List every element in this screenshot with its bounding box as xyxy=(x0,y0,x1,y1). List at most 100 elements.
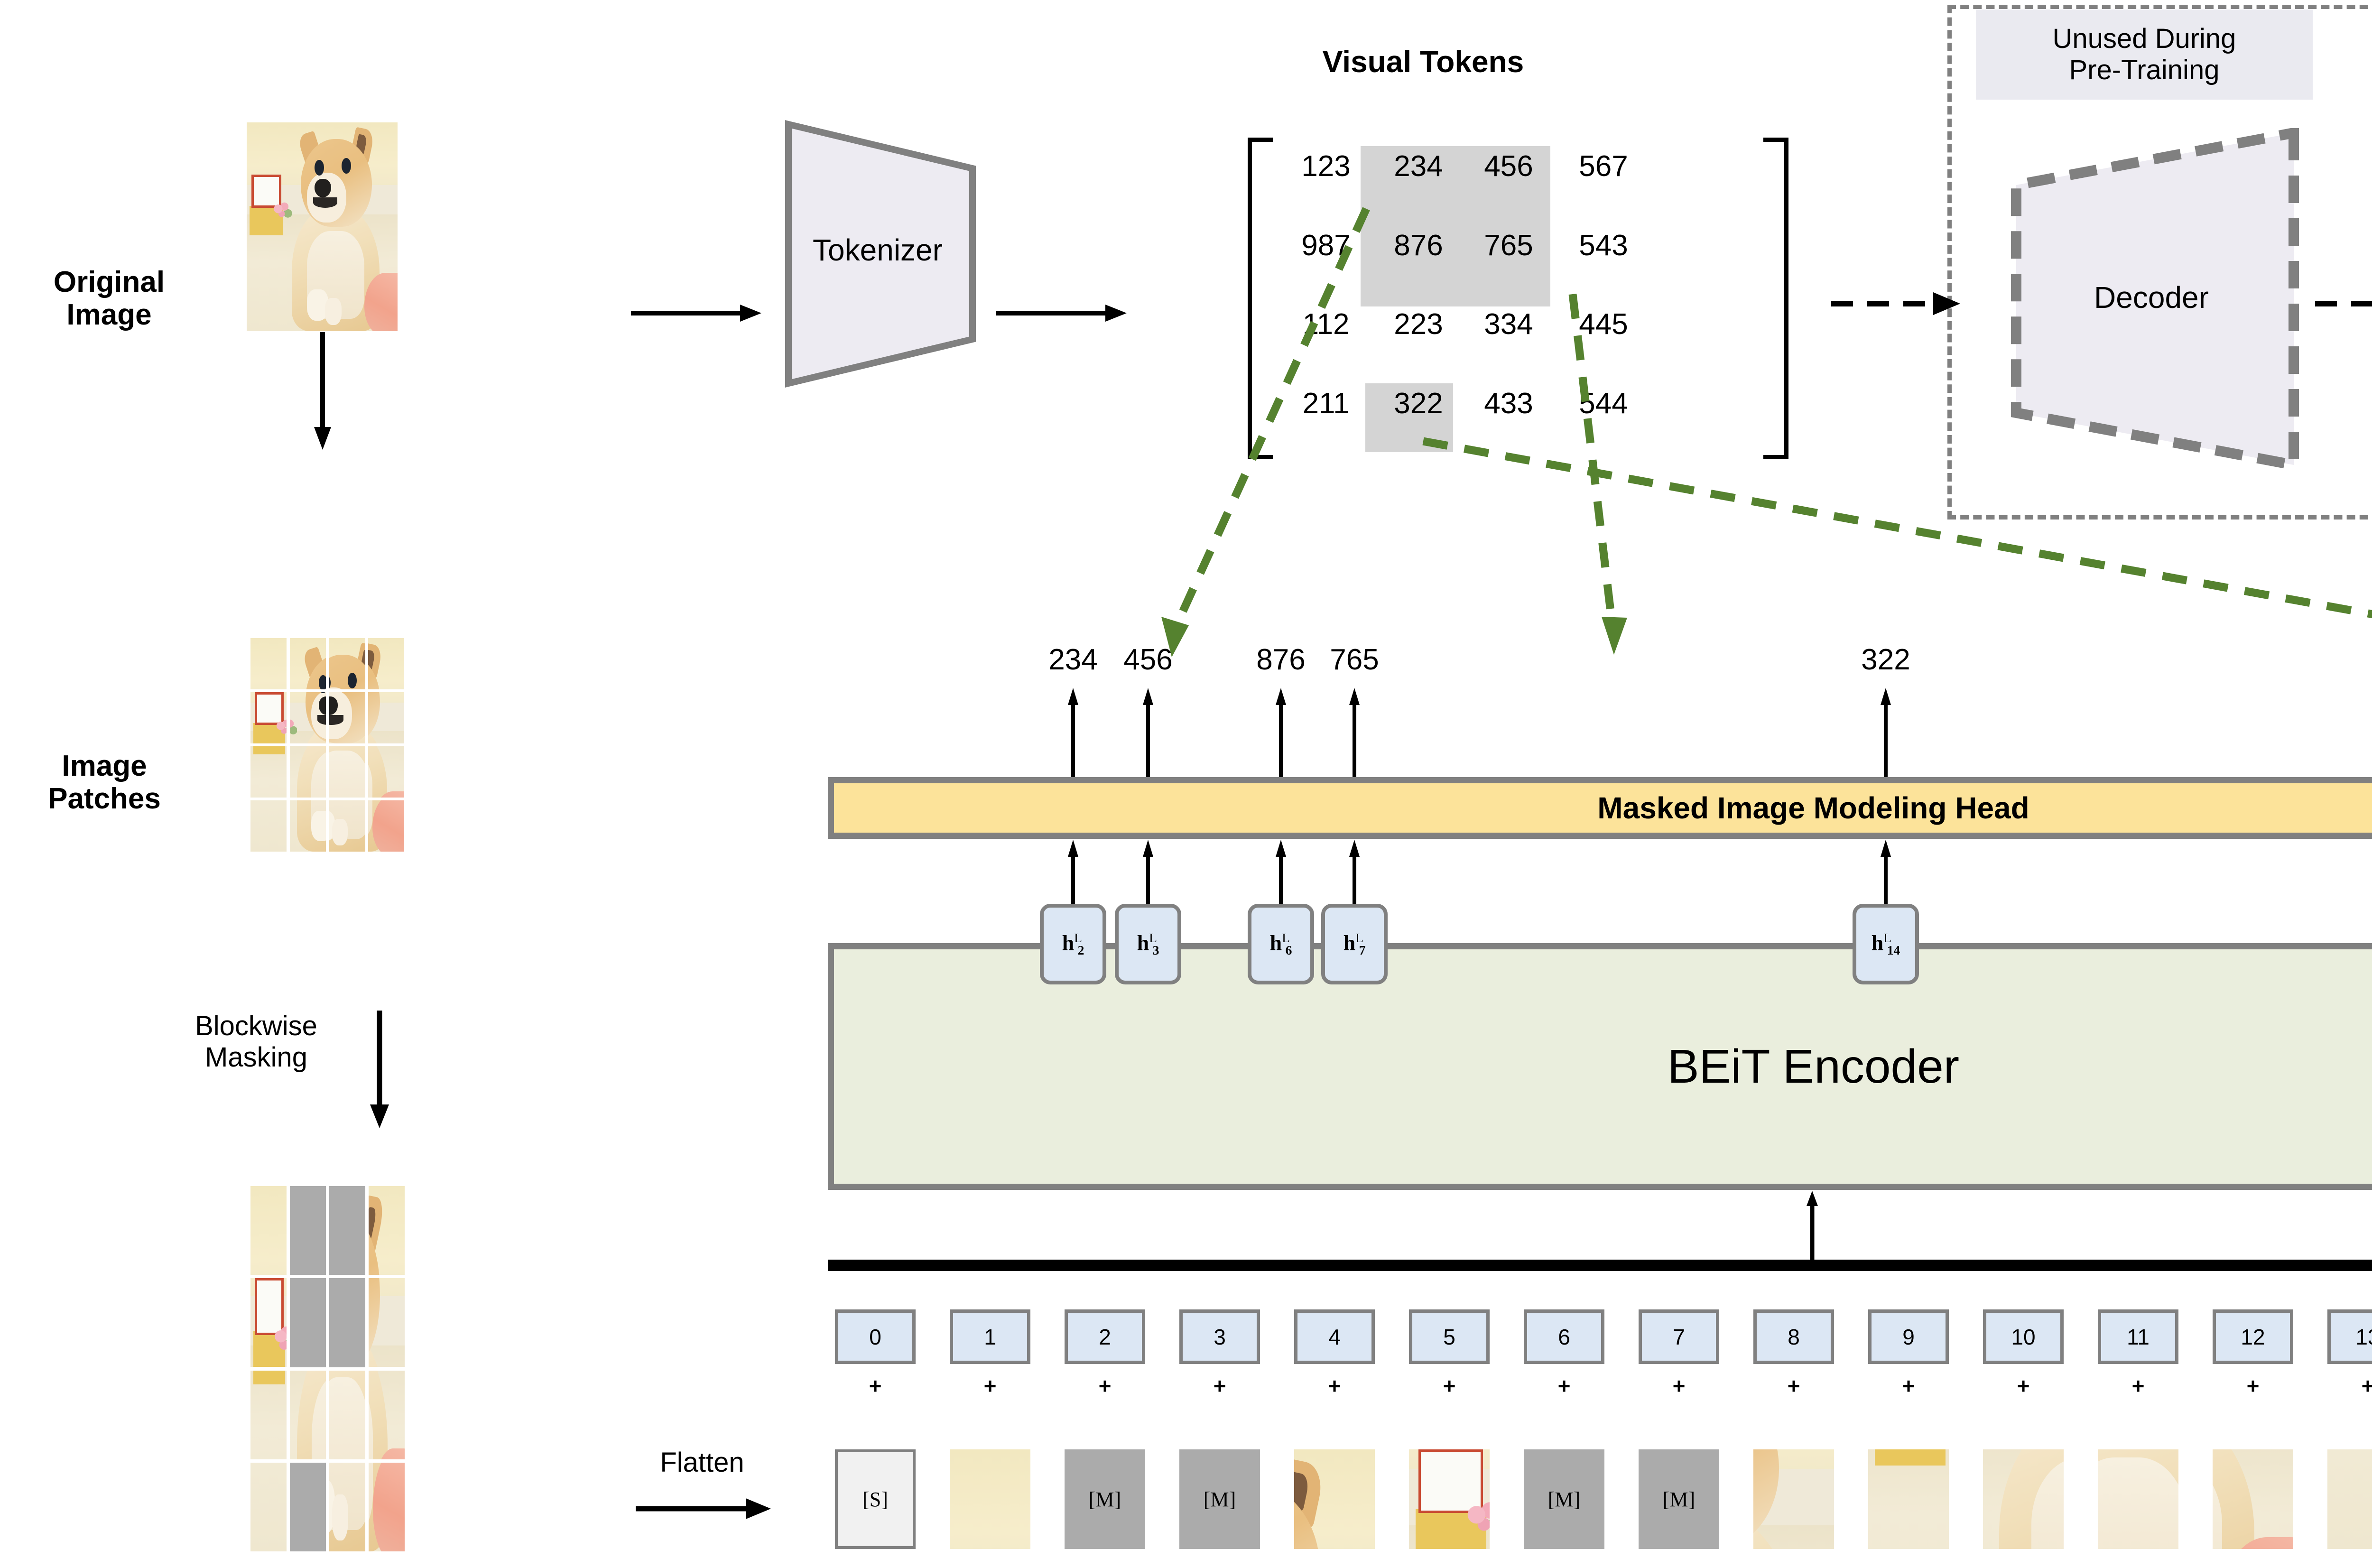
visual-token-cell: 445 xyxy=(1579,308,1628,341)
arrow-head-to-prediction xyxy=(1143,688,1153,777)
patch-embedding-image[interactable] xyxy=(2327,1449,2372,1549)
position-embedding-8[interactable]: 8 xyxy=(1753,1309,1834,1364)
arrow-input-to-encoder xyxy=(1807,1191,1818,1264)
position-embedding-6[interactable]: 6 xyxy=(1524,1309,1604,1364)
arrow-head-to-prediction xyxy=(1068,688,1078,777)
visual-token-cell: 234 xyxy=(1394,150,1443,183)
plus-sign: + xyxy=(1902,1373,1915,1398)
position-embedding-9[interactable]: 9 xyxy=(1868,1309,1949,1364)
blockwise-masking-label: Blockwise Masking xyxy=(195,1011,317,1073)
hidden-state-symbol: hL3 xyxy=(1137,930,1159,958)
image-patch xyxy=(250,800,287,852)
image-patch xyxy=(329,638,365,689)
position-embedding-0[interactable]: 0 xyxy=(835,1309,916,1364)
arrow-state-to-head xyxy=(1276,840,1286,905)
visual-token-cell: 123 xyxy=(1301,150,1351,183)
image-patch xyxy=(289,692,326,743)
image-patch xyxy=(369,1370,405,1459)
arrow-original-to-patches xyxy=(314,332,331,450)
position-embedding-11[interactable]: 11 xyxy=(2098,1309,2178,1364)
patch-embedding-image[interactable] xyxy=(1409,1449,1490,1549)
visual-token-cell: 322 xyxy=(1394,387,1443,420)
patch-embedding-image[interactable] xyxy=(1983,1449,2064,1549)
visual-token-cell: 433 xyxy=(1484,387,1533,420)
flatten-label: Flatten xyxy=(660,1447,744,1478)
patch-embedding-image[interactable] xyxy=(2098,1449,2178,1549)
plus-sign: + xyxy=(1328,1373,1341,1398)
predicted-token: 876 xyxy=(1256,643,1306,676)
visual-token-cell: 876 xyxy=(1394,229,1443,262)
image-patch xyxy=(368,638,405,689)
arrow-tokens-to-decoder xyxy=(1831,292,1960,315)
masked-patch-grid xyxy=(250,1186,405,1551)
arrow-flatten xyxy=(636,1498,771,1519)
position-embedding-10[interactable]: 10 xyxy=(1983,1309,2064,1364)
original-image xyxy=(247,122,398,331)
tokenizer-shape xyxy=(785,120,976,388)
position-embedding-13[interactable]: 13 xyxy=(2327,1309,2372,1364)
image-patch xyxy=(250,1462,287,1551)
mask-token[interactable]: [M] xyxy=(1524,1449,1604,1549)
patch-embedding-image[interactable] xyxy=(950,1449,1030,1549)
special-token-s[interactable]: [S] xyxy=(835,1449,916,1549)
plus-sign: + xyxy=(2246,1373,2260,1398)
plus-sign: + xyxy=(1672,1373,1686,1398)
position-embedding-7[interactable]: 7 xyxy=(1639,1309,1719,1364)
patch-embedding-image[interactable] xyxy=(2213,1449,2293,1549)
position-embedding-2[interactable]: 2 xyxy=(1065,1309,1145,1364)
plus-sign: + xyxy=(2131,1373,2145,1398)
visual-token-cell: 223 xyxy=(1394,308,1443,341)
visual-token-cell: 544 xyxy=(1579,387,1628,420)
matrix-bracket-left xyxy=(1248,138,1273,459)
predicted-token: 765 xyxy=(1330,643,1379,676)
mask-token[interactable]: [M] xyxy=(1065,1449,1145,1549)
hidden-state-box: hL7 xyxy=(1321,904,1388,984)
position-embedding-4[interactable]: 4 xyxy=(1294,1309,1375,1364)
masked-patch xyxy=(329,1186,365,1275)
mask-token[interactable]: [M] xyxy=(1639,1449,1719,1549)
arrow-decoder-to-reconstructed xyxy=(2315,301,2372,306)
token-highlight-block-a xyxy=(1361,146,1550,306)
matrix-bracket-right xyxy=(1763,138,1788,459)
image-patch xyxy=(289,638,326,689)
unused-during-pretraining-label: Unused During Pre-Training xyxy=(1976,9,2313,100)
decoder-label: Decoder xyxy=(2094,280,2209,315)
patch-embedding-image[interactable] xyxy=(1294,1449,1375,1549)
image-patch xyxy=(290,1370,326,1459)
position-embedding-12[interactable]: 12 xyxy=(2213,1309,2293,1364)
masked-patch xyxy=(290,1462,326,1551)
hidden-state-symbol: hL7 xyxy=(1343,930,1366,958)
image-patch xyxy=(250,1186,287,1275)
predicted-token: 322 xyxy=(1861,643,1910,676)
patch-embedding-image[interactable] xyxy=(1868,1449,1949,1549)
visual-tokens-matrix: 123 234 456 567 987 876 765 543 112 223 334 445 211 3… xyxy=(1248,138,1788,459)
plus-sign: + xyxy=(2017,1373,2030,1398)
plus-sign: + xyxy=(1098,1373,1112,1398)
position-embedding-3[interactable]: 3 xyxy=(1179,1309,1260,1364)
arrow-original-to-tokenizer xyxy=(631,305,761,322)
visual-token-cell: 334 xyxy=(1484,308,1533,341)
decoder-shape xyxy=(2011,128,2299,470)
patch-embedding-image[interactable] xyxy=(1753,1449,1834,1549)
image-patch xyxy=(368,692,405,743)
arrow-head-to-prediction xyxy=(1349,688,1360,777)
image-patch xyxy=(250,1370,287,1459)
image-patch xyxy=(289,800,326,852)
visual-token-cell: 765 xyxy=(1484,229,1533,262)
arrow-head-to-prediction xyxy=(1276,688,1286,777)
visual-tokens-title: Visual Tokens xyxy=(1322,45,1524,79)
image-patch xyxy=(250,692,287,743)
position-embedding-5[interactable]: 5 xyxy=(1409,1309,1490,1364)
masked-patch xyxy=(290,1186,326,1275)
arrow-tokenizer-to-tokens xyxy=(996,305,1127,322)
visual-token-cell: 211 xyxy=(1302,387,1350,420)
mask-token[interactable]: [M] xyxy=(1179,1449,1260,1549)
plus-sign: + xyxy=(983,1373,997,1398)
masked-patch xyxy=(329,1278,365,1367)
image-patch xyxy=(369,1278,405,1367)
position-embedding-1[interactable]: 1 xyxy=(950,1309,1030,1364)
arrow-state-to-head xyxy=(1143,840,1153,905)
arrow-state-to-head xyxy=(1068,840,1078,905)
visual-token-cell: 567 xyxy=(1579,150,1628,183)
masked-patch xyxy=(290,1278,326,1367)
